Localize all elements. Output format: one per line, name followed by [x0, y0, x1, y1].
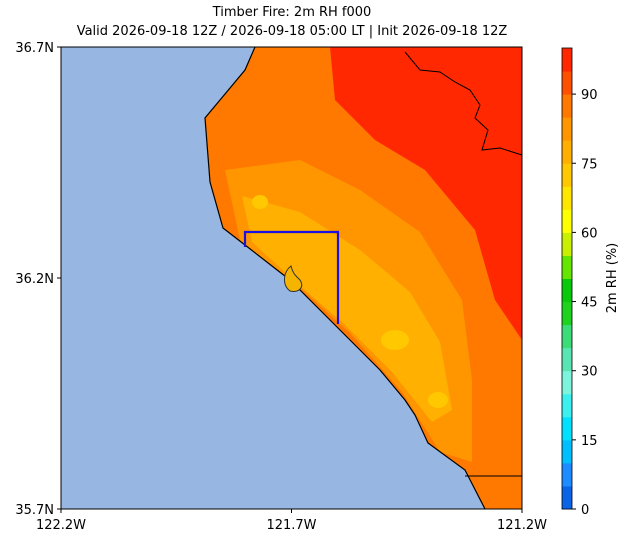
- colorbar-segment: [562, 370, 572, 395]
- colorbar-tick-label: 45: [581, 296, 598, 311]
- rh-patch: [428, 392, 448, 408]
- colorbar-label: 2m RH (%): [605, 243, 620, 314]
- colorbar-tick-label: 60: [581, 226, 598, 241]
- colorbar-tick-label: 75: [581, 157, 598, 172]
- colorbar-segment: [562, 48, 572, 72]
- rh-high: [330, 47, 522, 340]
- fire-box: [243, 230, 340, 324]
- colorbar-tick-label: 90: [581, 88, 598, 103]
- colorbar-segment: [562, 117, 572, 141]
- coastline: [204, 47, 486, 509]
- colorbar-segment: [562, 232, 572, 256]
- y-tick-label: 35.7N: [15, 503, 54, 518]
- colorbar-segment: [562, 209, 572, 233]
- colorbar-segment: [562, 485, 572, 510]
- x-tick-label: 121.2W: [497, 518, 547, 533]
- colorbar-segment: [562, 301, 572, 326]
- rh-patch: [381, 330, 409, 350]
- colorbar-segment: [562, 71, 572, 95]
- colorbar-segment: [562, 186, 572, 210]
- colorbar-tick-label: 30: [581, 365, 598, 380]
- colorbar-segment: [562, 439, 572, 464]
- colorbar-segment: [562, 94, 572, 118]
- y-tick-label: 36.2N: [15, 272, 54, 287]
- rh-low: [242, 196, 452, 422]
- colorbar-segment: [562, 347, 572, 372]
- colorbar-frame: [561, 47, 573, 510]
- colorbar-tick-label: 15: [581, 434, 598, 449]
- x-tick-label: 122.2W: [36, 518, 86, 533]
- x-tick-label: 121.7W: [266, 518, 316, 533]
- fire-icon: [284, 265, 303, 292]
- map-area: [61, 47, 522, 509]
- colorbar-segment: [562, 163, 572, 187]
- subtitle: Valid 2026-09-18 12Z / 2026-09-18 05:00 …: [77, 24, 508, 39]
- colorbar-segment: [562, 278, 572, 303]
- colorbar-tick-label: 0: [581, 503, 589, 518]
- y-tick-label: 36.7N: [15, 41, 54, 56]
- title: Timber Fire: 2m RH f000: [212, 5, 372, 20]
- county-line: [404, 51, 522, 156]
- colorbar-segment: [562, 416, 572, 441]
- colorbar-segment: [562, 140, 572, 164]
- colorbar-segment: [562, 393, 572, 418]
- colorbar-segment: [562, 462, 572, 487]
- rh-patch: [252, 195, 268, 209]
- colorbar-segment: [562, 255, 572, 279]
- colorbar-segment: [562, 324, 572, 349]
